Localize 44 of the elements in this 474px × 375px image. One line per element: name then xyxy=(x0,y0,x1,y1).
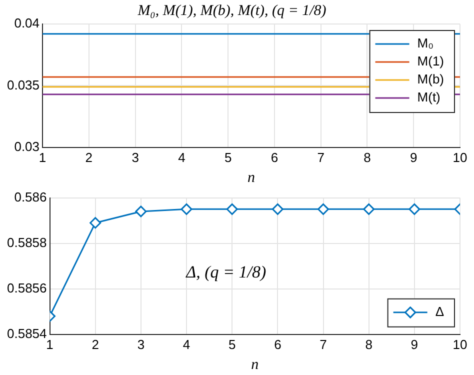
x-tick-label: 3 xyxy=(137,336,145,352)
x-axis-title: n xyxy=(251,356,259,373)
x-tick-label: 9 xyxy=(410,150,418,165)
x-axis-title: n xyxy=(248,170,256,186)
y-tick-label: 0.035 xyxy=(6,77,40,92)
x-tick-label: 6 xyxy=(274,336,282,352)
y-tick-label: 0.5854 xyxy=(6,326,47,341)
y-tick-label: 0.03 xyxy=(14,138,40,154)
legend-label: M(1) xyxy=(417,54,444,69)
x-tick-label: 10 xyxy=(452,336,468,352)
y-tick-label: 0.586 xyxy=(14,189,47,204)
x-tick-label: 9 xyxy=(410,336,418,352)
x-tick-label: 8 xyxy=(365,336,372,352)
point xyxy=(363,203,375,215)
legend-label: M(b) xyxy=(417,72,444,87)
x-tick-label: 2 xyxy=(85,150,93,165)
legend-label: M(t) xyxy=(417,90,440,105)
chart-title: M₀, M(1), M(b), M(t), (q = 1/8) xyxy=(136,2,326,19)
y-tick-label: 0.5858 xyxy=(6,234,47,250)
point xyxy=(318,203,330,215)
x-tick-label: 6 xyxy=(270,150,278,165)
x-tick-label: 5 xyxy=(224,150,232,165)
x-tick-label: 8 xyxy=(364,150,371,165)
point xyxy=(408,203,420,215)
point xyxy=(90,217,102,229)
x-tick-label: 10 xyxy=(452,150,468,165)
x-tick-label: 3 xyxy=(132,150,139,165)
x-tick-label: 7 xyxy=(320,336,327,352)
x-tick-label: 2 xyxy=(92,336,99,352)
point xyxy=(272,203,284,215)
y-tick-label: 0.04 xyxy=(14,16,40,31)
x-tick-label: 4 xyxy=(178,150,186,165)
legend-label: M₀ xyxy=(417,36,434,51)
x-tick-label: 1 xyxy=(46,336,54,352)
point xyxy=(226,203,238,215)
point xyxy=(180,203,192,215)
x-tick-label: 4 xyxy=(182,336,190,352)
x-tick-label: 1 xyxy=(38,150,46,165)
legend-label: Δ xyxy=(435,304,444,319)
annotation: Δ, (q = 1/8) xyxy=(185,262,266,282)
x-tick-label: 7 xyxy=(317,150,324,165)
x-tick-label: 5 xyxy=(228,336,236,352)
y-tick-label: 0.5856 xyxy=(6,280,47,296)
point xyxy=(135,206,147,218)
